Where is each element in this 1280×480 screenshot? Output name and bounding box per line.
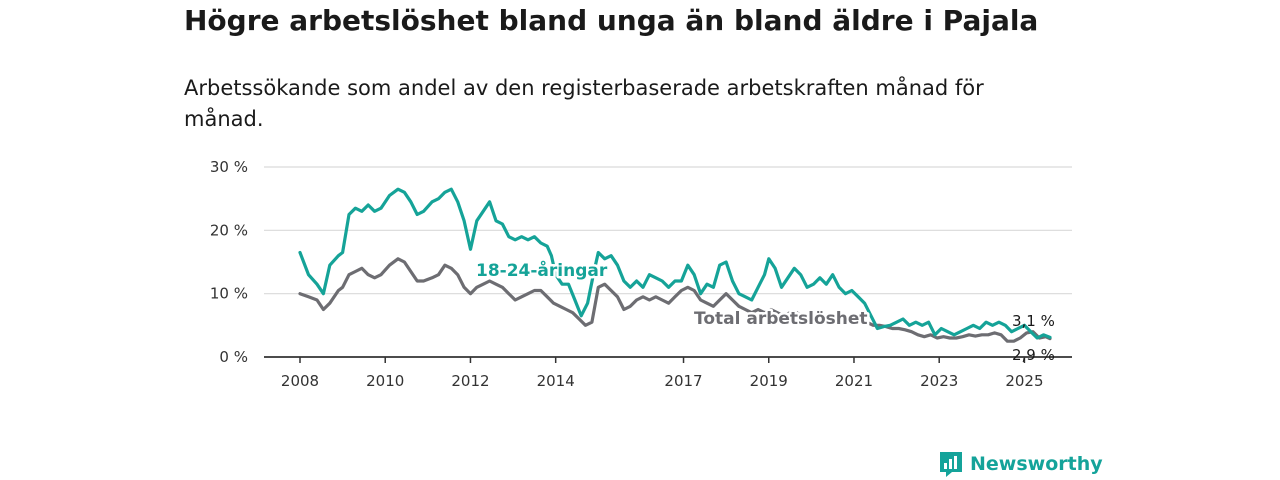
x-tick-label: 2014 — [537, 372, 575, 390]
end-label-total: 2,9 % — [1012, 346, 1055, 364]
series-label-total-text: Total arbetslöshet — [694, 309, 868, 329]
end-label-youth: 3,1 % — [1012, 312, 1055, 330]
x-tick-label: 2017 — [664, 372, 702, 390]
gridlines — [264, 166, 1072, 358]
x-tick-label: 2008 — [281, 372, 319, 390]
chart-title: Högre arbetslöshet bland unga än bland ä… — [184, 4, 1039, 37]
newsworthy-icon — [940, 452, 962, 477]
series-label-youth-text: 18-24-åringar — [476, 259, 608, 281]
x-axis-ticks: 2008 2010 2012 2014 2017 2019 2021 2023 2025 — [281, 357, 1044, 390]
logo-text: Newsworthy — [970, 453, 1103, 475]
y-tick-label: 20 % — [210, 221, 248, 239]
y-axis-ticks: 0 % 10 % 20 % 30 % — [210, 158, 248, 366]
series-line-total — [298, 257, 1052, 343]
x-tick-label: 2025 — [1005, 372, 1043, 390]
x-tick-label: 2012 — [451, 372, 489, 390]
x-tick-label: 2019 — [750, 372, 788, 390]
x-tick-label: 2010 — [366, 372, 404, 390]
x-tick-label: 2023 — [920, 372, 958, 390]
series-line-youth — [298, 187, 1052, 340]
y-tick-label: 0 % — [219, 348, 248, 366]
x-tick-label: 2021 — [835, 372, 873, 390]
newsworthy-logo: Newsworthy — [938, 450, 1103, 478]
series-label-total-halo: Total arbetslöshet — [694, 309, 868, 329]
chart-subtitle: Arbetssökande som andel av den registerb… — [184, 76, 984, 131]
series-lines — [298, 187, 1052, 343]
series-label-youth-halo: 18-24-åringar — [476, 259, 608, 281]
y-tick-label: 10 % — [210, 285, 248, 303]
y-tick-label: 30 % — [210, 158, 248, 176]
